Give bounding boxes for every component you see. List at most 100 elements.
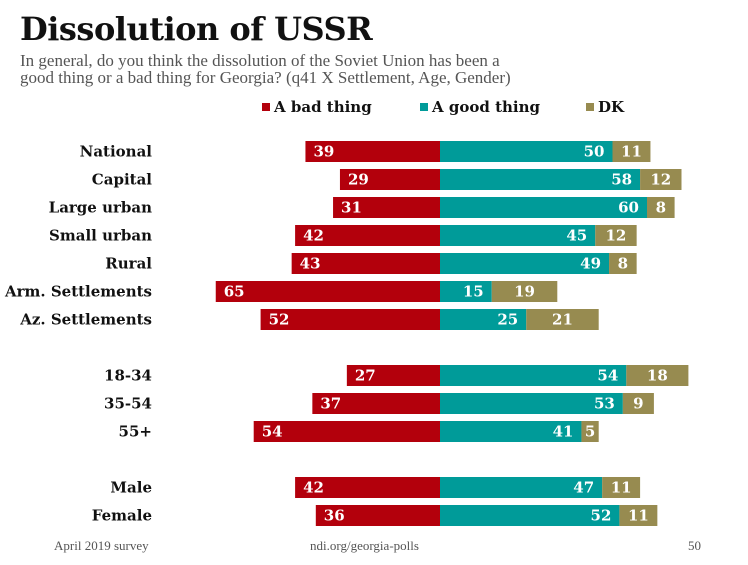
bar-bad-thing: [260, 309, 440, 330]
bar-dk: [640, 169, 682, 190]
data-label-good-thing: 45: [566, 227, 587, 245]
bar-good-thing: [440, 225, 596, 246]
bar-dk: [526, 309, 599, 330]
data-label-bad-thing: 43: [300, 255, 321, 273]
subtitle-line-1: In general, do you think the dissolution…: [20, 51, 500, 70]
bar-dk: [609, 253, 637, 274]
legend-item-bad: A bad thing: [262, 98, 372, 116]
data-label-dk: 11: [621, 143, 642, 161]
bar-good-thing: [440, 309, 527, 330]
category-label: Arm. Settlements: [4, 283, 152, 301]
bar-good-thing: [440, 141, 613, 162]
chart-title: Dissolution of USSR: [20, 10, 373, 48]
category-label: 18-34: [104, 367, 152, 385]
data-label-good-thing: 41: [553, 423, 574, 441]
data-label-good-thing: 50: [584, 143, 605, 161]
data-label-bad-thing: 54: [262, 423, 283, 441]
category-label: Female: [92, 507, 152, 525]
data-label-bad-thing: 39: [313, 143, 334, 161]
data-label-dk: 8: [618, 255, 628, 273]
bar-dk: [612, 141, 651, 162]
data-label-good-thing: 15: [463, 283, 484, 301]
data-label-good-thing: 47: [573, 479, 594, 497]
data-label-bad-thing: 65: [224, 283, 245, 301]
bar-good-thing: [440, 393, 623, 414]
footer-page-number: 50: [688, 538, 701, 553]
bar-bad-thing: [315, 505, 440, 526]
bar-dk: [491, 281, 558, 302]
category-label: Capital: [92, 171, 152, 189]
data-label-bad-thing: 36: [324, 507, 345, 525]
bar-bad-thing: [253, 421, 440, 442]
bar-good-thing: [440, 197, 647, 218]
bar-bad-thing: [215, 281, 440, 302]
bar-dk: [602, 477, 641, 498]
data-label-dk: 21: [552, 311, 573, 329]
legend-item-good: A good thing: [420, 98, 540, 116]
data-label-bad-thing: 42: [303, 479, 324, 497]
bar-dk: [626, 365, 689, 386]
bar-bad-thing: [291, 253, 440, 274]
bar-bad-thing: [295, 225, 440, 246]
data-label-bad-thing: 29: [348, 171, 369, 189]
bar-dk: [647, 197, 675, 218]
legend-swatch-bad: [262, 103, 270, 111]
data-label-dk: 19: [514, 283, 535, 301]
legend-label-bad: A bad thing: [274, 98, 372, 116]
bar-bad-thing: [305, 141, 440, 162]
bar-good-thing: [440, 421, 582, 442]
bar-bad-thing: [295, 477, 440, 498]
legend-item-dk: DK: [586, 98, 624, 116]
bar-good-thing: [440, 477, 603, 498]
data-label-bad-thing: 52: [269, 311, 290, 329]
data-label-dk: 12: [606, 227, 627, 245]
subtitle-line-2: good thing or a bad thing for Georgia? (…: [20, 68, 511, 87]
category-label: 55+: [119, 423, 152, 441]
category-label: 35-54: [104, 395, 152, 413]
data-label-dk: 12: [650, 171, 671, 189]
data-label-dk: 8: [656, 199, 666, 217]
category-label: Rural: [105, 255, 152, 273]
data-label-bad-thing: 42: [303, 227, 324, 245]
data-label-dk: 18: [647, 367, 668, 385]
data-label-good-thing: 60: [618, 199, 639, 217]
data-label-bad-thing: 27: [355, 367, 376, 385]
footer-source-link[interactable]: ndi.org/georgia-polls: [310, 538, 419, 553]
data-label-good-thing: 52: [591, 507, 612, 525]
bar-bad-thing: [312, 393, 440, 414]
data-label-good-thing: 54: [597, 367, 618, 385]
legend-swatch-dk: [586, 103, 594, 111]
bar-good-thing: [440, 169, 641, 190]
data-label-dk: 5: [585, 423, 595, 441]
category-label: Small urban: [49, 227, 152, 245]
data-label-good-thing: 25: [497, 311, 518, 329]
data-label-dk: 9: [633, 395, 643, 413]
data-label-good-thing: 49: [580, 255, 601, 273]
data-label-bad-thing: 37: [320, 395, 341, 413]
category-label: Large urban: [49, 199, 152, 217]
data-label-bad-thing: 31: [341, 199, 362, 217]
bar-dk: [595, 225, 637, 246]
legend-label-good: A good thing: [432, 98, 540, 116]
legend-label-dk: DK: [598, 98, 625, 116]
bar-dk: [581, 421, 599, 442]
bar-good-thing: [440, 505, 620, 526]
bar-good-thing: [440, 253, 610, 274]
category-label: Male: [110, 479, 152, 497]
bar-good-thing: [440, 365, 627, 386]
bar-bad-thing: [333, 197, 440, 218]
chart-subtitle: In general, do you think the dissolution…: [20, 52, 620, 86]
footer-survey-date: April 2019 survey: [54, 538, 149, 553]
category-label: Az. Settlements: [19, 311, 152, 329]
bar-dk: [622, 393, 654, 414]
bar-bad-thing: [346, 365, 440, 386]
data-label-dk: 11: [628, 507, 649, 525]
data-label-dk: 11: [611, 479, 632, 497]
data-label-good-thing: 58: [611, 171, 632, 189]
bar-bad-thing: [339, 169, 440, 190]
bar-dk: [619, 505, 658, 526]
data-label-good-thing: 53: [594, 395, 615, 413]
legend-swatch-good: [420, 103, 428, 111]
category-label: National: [80, 143, 153, 161]
